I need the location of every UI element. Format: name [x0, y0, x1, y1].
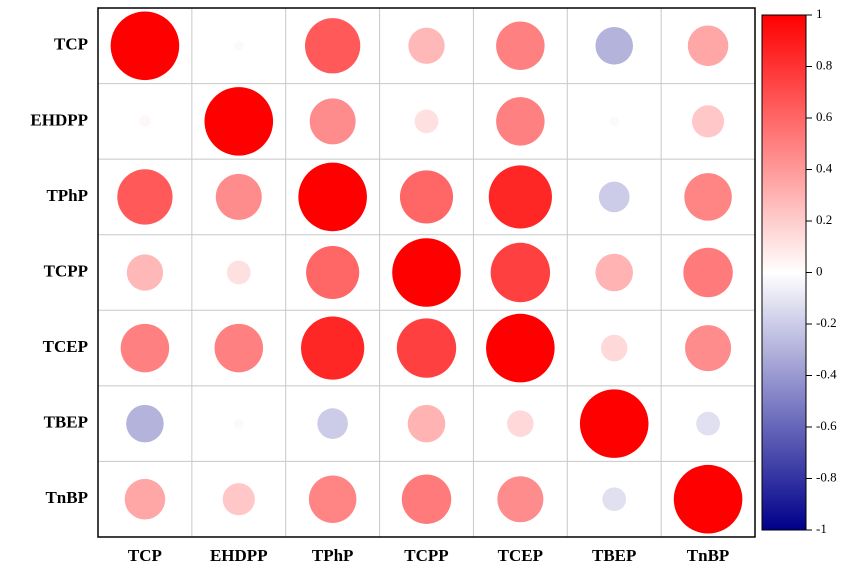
correlation-dot: [306, 245, 360, 300]
correlation-dot: [301, 316, 365, 380]
correlation-dot: [233, 40, 244, 51]
y-tick-label: TPhP: [46, 186, 88, 205]
colorbar-tick-label: -0.8: [816, 469, 837, 484]
correlation-dot: [222, 483, 255, 516]
correlation-dot: [602, 487, 627, 512]
x-tick-label: TBEP: [592, 546, 636, 565]
colorbar: [761, 14, 807, 531]
y-tick-label: EHDPP: [30, 110, 88, 129]
correlation-dot: [507, 410, 534, 437]
colorbar-tick-label: 0.6: [816, 109, 833, 124]
correlation-dot: [684, 173, 732, 221]
colorbar-tick-label: 1: [816, 6, 823, 21]
correlation-dot: [214, 323, 264, 373]
colorbar-tick-label: -1: [816, 521, 827, 536]
x-tick-label: TCP: [128, 546, 162, 565]
x-tick-label: TCEP: [498, 546, 543, 565]
correlation-dot: [308, 475, 357, 523]
correlation-dot: [126, 254, 164, 291]
correlation-dot: [595, 27, 633, 65]
correlation-dot: [226, 260, 251, 285]
correlation-dot: [497, 476, 544, 523]
colorbar-tick-label: 0.2: [816, 212, 832, 227]
correlation-dot: [687, 25, 729, 67]
correlation-dot: [496, 21, 545, 71]
correlation-dot: [401, 474, 452, 524]
correlation-dot: [233, 418, 244, 429]
correlation-dot: [396, 318, 457, 378]
colorbar-tick-label: 0: [816, 263, 823, 278]
correlation-dot: [120, 323, 170, 373]
correlation-dot: [305, 18, 361, 74]
correlation-dot: [490, 242, 551, 303]
correlation-dot: [309, 98, 356, 145]
correlation-dot: [408, 27, 445, 64]
correlation-dot: [126, 404, 164, 443]
correlation-dot: [488, 165, 552, 229]
correlation-dot: [138, 115, 151, 128]
y-tick-label: TnBP: [45, 488, 88, 507]
correlation-dot: [609, 116, 620, 127]
correlation-dot: [204, 87, 274, 156]
correlation-dot: [600, 334, 628, 362]
colorbar-tick-label: -0.2: [816, 315, 837, 330]
plot-frame: [97, 7, 756, 538]
x-tick-label: TPhP: [312, 546, 354, 565]
y-tick-label: TCPP: [44, 261, 88, 280]
colorbar-tick-label: -0.6: [816, 418, 837, 433]
correlation-dot: [683, 247, 733, 298]
correlation-dot: [598, 181, 630, 213]
correlation-dot: [407, 404, 446, 443]
correlation-dot: [673, 464, 743, 534]
y-tick-label: TBEP: [44, 413, 88, 432]
correlation-dot: [317, 408, 348, 439]
colorbar-tick-label: -0.4: [816, 366, 837, 381]
correlation-dot: [696, 411, 720, 436]
colorbar-tick-label: 0.4: [816, 160, 833, 175]
correlation-dot: [215, 173, 262, 220]
x-tick-label: TCPP: [404, 546, 448, 565]
y-tick-label: TCP: [54, 35, 88, 54]
correlation-dot: [414, 109, 439, 134]
correlation-dot: [486, 313, 555, 383]
correlation-dot: [399, 170, 454, 224]
correlation-dot: [117, 169, 173, 225]
y-tick-label: TCEP: [43, 337, 88, 356]
correlation-dot: [691, 105, 725, 138]
correlation-dot: [110, 11, 180, 81]
correlation-dot: [298, 162, 367, 232]
correlation-dot: [124, 478, 166, 520]
colorbar-tick-label: 0.8: [816, 57, 832, 72]
x-tick-label: EHDPP: [210, 546, 268, 565]
correlation-dot: [595, 253, 633, 292]
correlation-dot: [392, 238, 461, 307]
correlation-dot: [579, 389, 649, 458]
x-tick-label: TnBP: [687, 546, 730, 565]
correlation-dot: [496, 97, 545, 146]
correlation-dot: [685, 325, 732, 372]
